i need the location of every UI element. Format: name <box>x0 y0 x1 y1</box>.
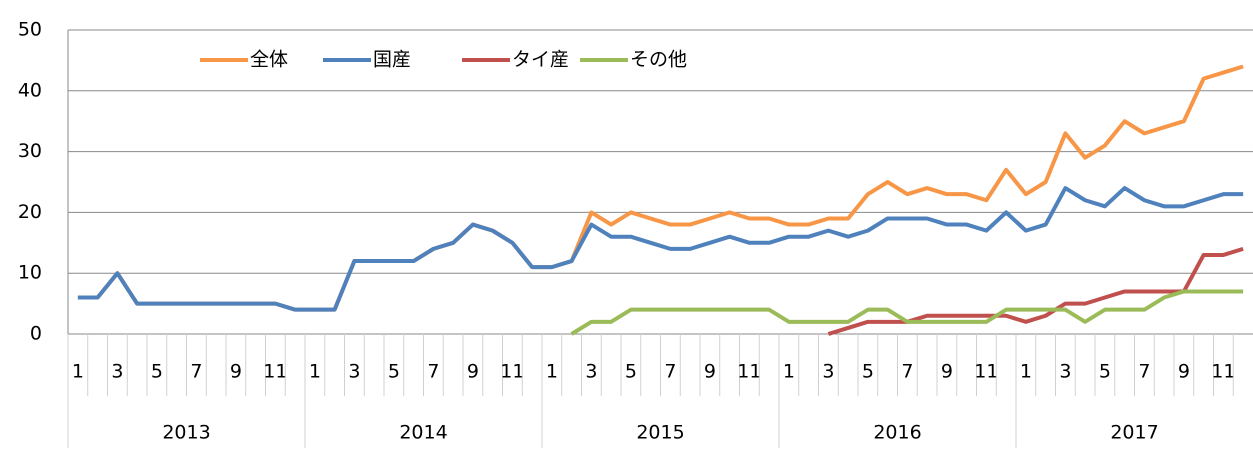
x-tick-label: 11 <box>737 361 761 383</box>
x-tick-label: 11 <box>263 361 287 383</box>
x-tick-label: 11 <box>1211 361 1235 383</box>
x-tick-label: 5 <box>388 361 400 383</box>
y-tick-label: 20 <box>18 201 42 223</box>
y-tick-label: 0 <box>30 323 42 345</box>
x-tick-label: 1 <box>1020 361 1032 383</box>
y-tick-label: 10 <box>18 262 42 284</box>
legend-label: その他 <box>630 49 687 71</box>
series-line <box>77 186 1244 312</box>
y-tick-label: 50 <box>18 19 42 41</box>
y-tick-label: 30 <box>18 140 42 162</box>
x-tick-label: 9 <box>230 361 242 383</box>
x-tick-label: 5 <box>862 361 874 383</box>
x-tick-label: 11 <box>500 361 524 383</box>
year-label: 2015 <box>636 422 684 444</box>
x-tick-label: 9 <box>467 361 479 383</box>
x-tick-label: 7 <box>1138 361 1150 383</box>
x-tick-label: 7 <box>427 361 439 383</box>
legend-label: 国産 <box>373 49 411 71</box>
x-tick-label: 3 <box>1059 361 1071 383</box>
x-tick-label: 7 <box>664 361 676 383</box>
legend-label: 全体 <box>250 49 288 71</box>
year-label: 2016 <box>873 422 921 444</box>
x-tick-label: 3 <box>585 361 597 383</box>
x-tick-label: 3 <box>822 361 834 383</box>
series-line <box>570 289 1244 336</box>
year-label: 2017 <box>1110 422 1158 444</box>
x-tick-label: 3 <box>111 361 123 383</box>
year-label: 2013 <box>162 422 210 444</box>
x-tick-label: 9 <box>704 361 716 383</box>
x-tick-label: 3 <box>348 361 360 383</box>
year-label: 2014 <box>399 422 447 444</box>
x-tick-label: 1 <box>783 361 795 383</box>
series-line <box>827 246 1244 336</box>
x-tick-label: 5 <box>625 361 637 383</box>
x-tick-label: 11 <box>974 361 998 383</box>
y-tick-label: 40 <box>18 79 42 101</box>
x-tick-label: 5 <box>151 361 163 383</box>
x-tick-label: 9 <box>941 361 953 383</box>
x-tick-label: 7 <box>901 361 913 383</box>
x-tick-label: 1 <box>72 361 84 383</box>
x-tick-label: 9 <box>1178 361 1190 383</box>
x-tick-label: 5 <box>1099 361 1111 383</box>
x-tick-label: 1 <box>546 361 558 383</box>
x-tick-label: 1 <box>309 361 321 383</box>
x-tick-label: 7 <box>190 361 202 383</box>
legend-label: タイ産 <box>512 49 569 71</box>
